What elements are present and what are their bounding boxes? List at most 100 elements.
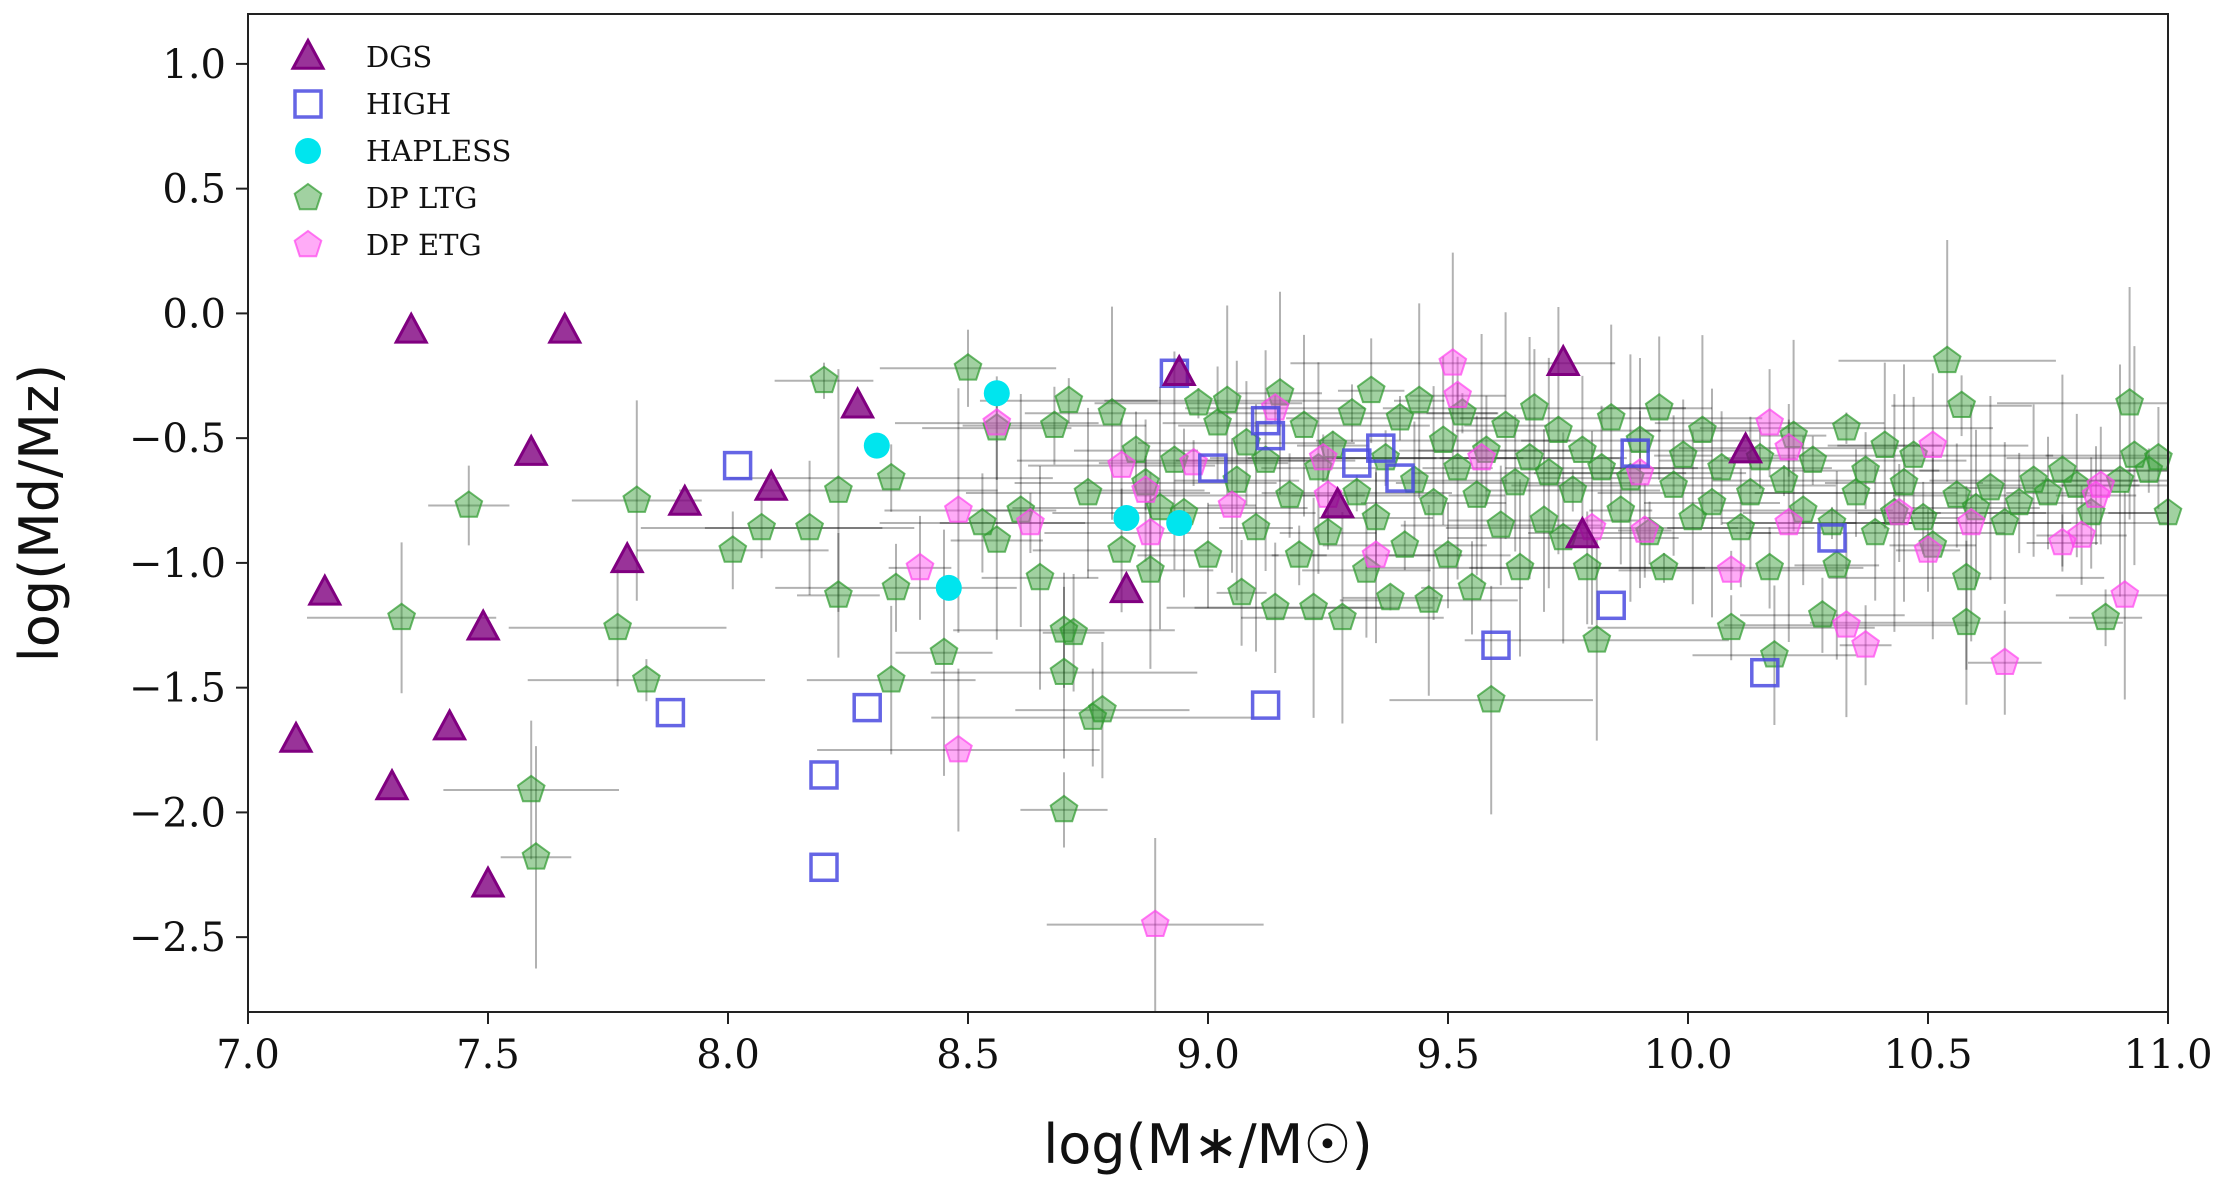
legend-label-hapless: HAPLESS [366,134,511,168]
dp-ltg-point [1851,455,1881,483]
dp-ltg-point [1817,507,1847,536]
dp-ltg-point [1073,477,1103,506]
dp-ltg-point [1313,517,1343,546]
y-tick-label: 1.0 [162,42,226,88]
dp-ltg-point [1615,462,1645,491]
dgs-point [609,540,645,574]
dp-ltg-point [876,664,906,693]
dp-ltg-point [1443,452,1473,481]
legend-label-dgs: DGS [366,40,432,74]
y-axis-title: log(Md/Mz) [8,364,71,662]
legend-label-dp-ltg: DP LTG [366,181,477,215]
x-tick-label: 10.5 [1883,1032,1972,1078]
dp-etg-point [1630,515,1660,543]
dp-ltg-point [1687,415,1717,443]
x-axis: 7.0 7.5 8.0 8.5 9.0 9.5 10.0 10.5 11.0 [216,1012,2213,1078]
dgs-point [1320,485,1356,519]
hapless-point [935,574,962,601]
dp-etg-point [2067,520,2097,548]
dp-ltg-point [1006,495,1036,523]
dgs-point [1545,343,1581,377]
dp-ltg-point [1059,617,1089,646]
dp-ltg-point [2119,440,2149,468]
dp-ltg-point [1342,477,1372,506]
dp-ltg-point [1351,555,1381,583]
dp-ltg-point [1337,397,1367,426]
data-points [278,311,2183,937]
high-point [1198,453,1228,483]
dp-ltg-point [631,664,661,693]
dp-ltg-point [1404,385,1434,414]
high-point [1750,657,1780,688]
y-tick-label: 0.0 [162,291,226,337]
dp-ltg-point [2143,442,2173,471]
dp-ltg-point [1203,407,1233,436]
dp-ltg-point [1975,472,2005,501]
high-point [852,692,882,723]
dp-ltg-point [1606,495,1636,523]
high-point [1342,448,1372,478]
dp-etg-point [1831,610,1861,638]
dp-etg-point [1884,497,1914,526]
dp-ltg-point [795,512,825,541]
dgs-point [753,468,789,501]
dp-ltg-point [622,485,652,513]
dp-ltg-point [1414,585,1444,613]
dp-ltg-point [1318,430,1348,458]
high-point [1596,590,1626,621]
dp-ltg-point [1212,385,1242,414]
dp-ltg-point [1769,465,1799,493]
dp-ltg-point [454,490,484,518]
dp-ltg-point [1587,452,1617,481]
dp-etg-point [1015,507,1045,536]
dp-etg-point [1107,450,1137,478]
dgs-point [547,311,583,344]
dgs-point [278,720,314,753]
dp-ltg-point [603,612,633,641]
dp-ltg-point [1505,552,1535,581]
dp-ltg-point [1471,435,1501,463]
dp-ltg-point [1265,377,1295,406]
dp-ltg-point [521,842,551,870]
dp-ltg-point [823,580,853,608]
dp-ltg-point [1327,602,1357,631]
dp-ltg-point [1121,435,1151,463]
dp-ltg-point [982,525,1012,553]
dp-ltg-point [2033,477,2063,506]
dp-ltg-point [1735,477,1765,506]
dp-ltg-point [1558,475,1588,503]
dp-ltg-point [1990,507,2020,536]
dp-ltg-point [1097,397,1127,426]
dp-ltg-point [1947,390,1977,418]
hapless-point [863,432,890,459]
legend-marker-dgs [290,37,326,70]
dp-ltg-point [1716,612,1746,641]
dgs-point [840,386,876,419]
dp-ltg-point [1390,530,1420,558]
legend: DGS HIGH HAPLESS DP LTG DP ETG [290,37,511,262]
dp-etg-point [1755,407,1785,436]
dp-etg-point [1774,507,1804,536]
dp-ltg-point [1183,387,1213,416]
dp-ltg-point [1899,440,1929,468]
x-tick-label: 11.0 [2123,1032,2212,1078]
dp-etg-point [943,734,973,763]
high-point [1620,438,1650,468]
dp-etg-point [2086,470,2116,498]
dgs-point [1108,570,1144,604]
dp-ltg-point [876,462,906,491]
dp-ltg-point [2115,387,2145,416]
high-point [1250,690,1281,720]
dp-ltg-point [2004,487,2034,516]
dp-ltg-point [1870,430,1900,458]
dp-ltg-point [1697,487,1727,516]
dp-etg-point [1918,430,1948,458]
dp-ltg-point [1433,540,1463,568]
dp-ltg-point [1049,657,1079,685]
dp-ltg-point [1087,694,1117,723]
dp-ltg-point [1534,457,1564,486]
dp-ltg-point [1515,442,1545,471]
dp-ltg-point [1668,440,1698,468]
dp-ltg-point [1807,600,1837,628]
dp-ltg-point [1596,402,1626,431]
